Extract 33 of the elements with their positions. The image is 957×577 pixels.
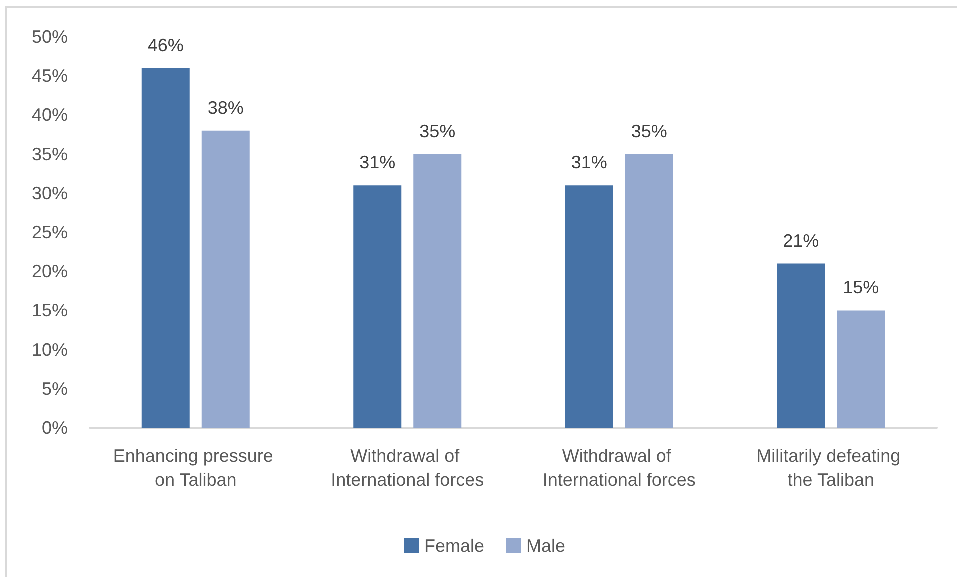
y-tick-label: 5% [42,378,68,399]
legend-label: Male [526,536,566,556]
y-tick-label: 10% [32,340,68,360]
bar [625,154,674,428]
data-label: 31% [360,152,396,173]
y-tick-label: 20% [32,262,68,282]
data-label: 21% [783,230,820,251]
data-label: 38% [208,98,244,118]
x-tick-label: Enhancing pressure on Taliban [113,446,278,490]
y-tick-label: 25% [32,222,68,242]
data-label: 15% [843,278,880,298]
data-label: 31% [571,152,608,173]
y-tick-label: 45% [32,66,68,86]
bar [837,310,886,428]
bar [414,154,462,428]
legend-label: Female [424,536,485,556]
x-tick-label: Militarily defeating the Taliban [756,446,906,490]
y-tick-label: 50% [32,27,68,47]
y-tick-label: 40% [32,105,68,126]
y-tick-label: 0% [42,418,68,438]
bar [354,186,402,428]
data-label: 35% [420,121,456,142]
bar [777,264,826,428]
y-tick-label: 35% [32,144,68,164]
data-label: 46% [148,35,184,56]
data-label: 35% [631,121,668,142]
x-tick-label: Withdrawal of International forces [331,446,484,490]
bar [202,130,250,428]
y-tick-label: 15% [32,300,68,321]
bar [142,68,190,428]
y-tick-label: 30% [32,183,68,204]
bar [565,186,614,428]
x-tick-label: Withdrawal of International forces [542,446,696,490]
